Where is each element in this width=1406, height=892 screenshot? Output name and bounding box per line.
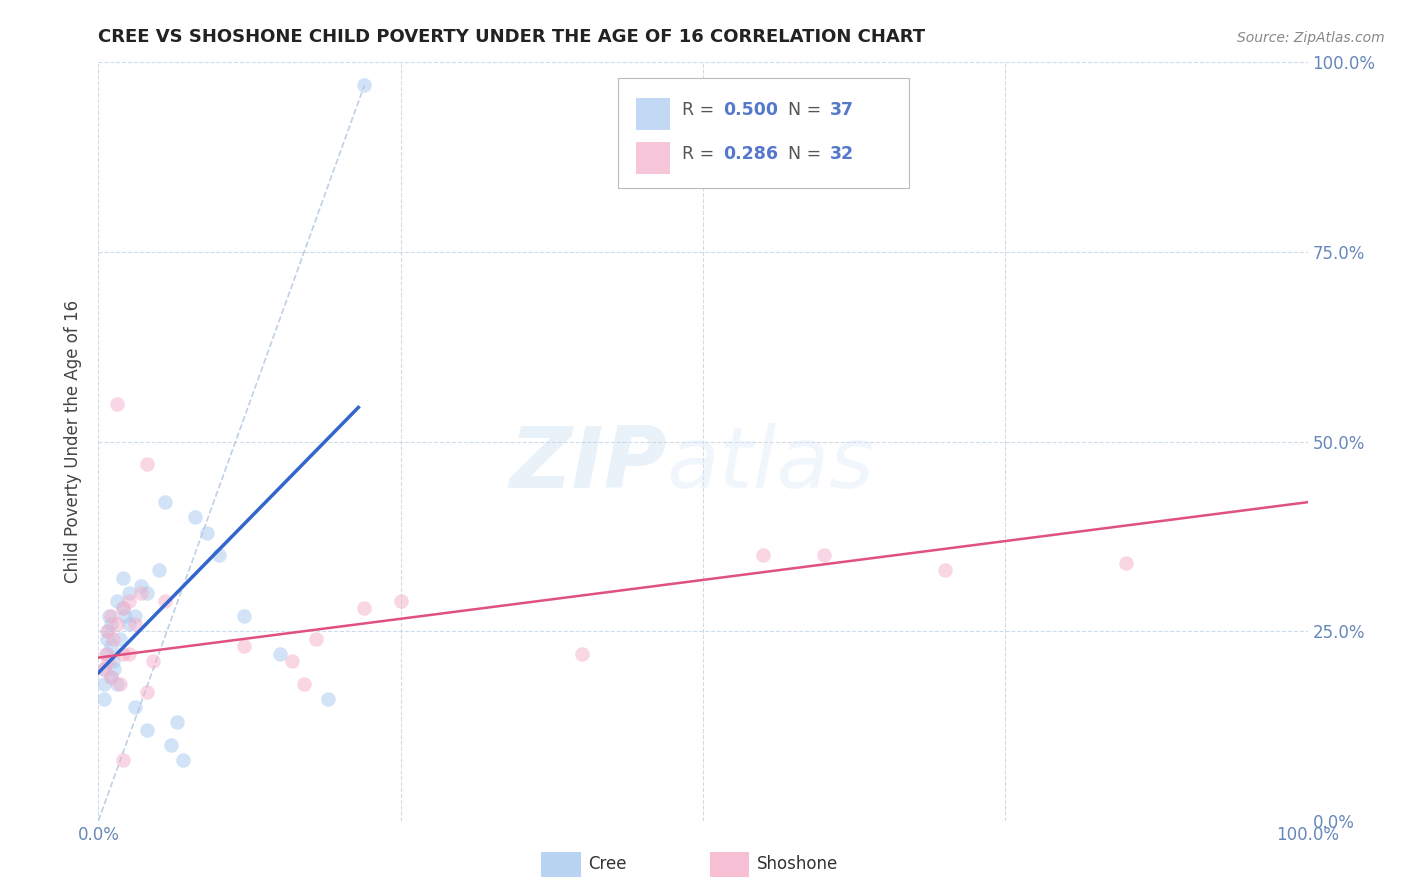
Point [96,624,118,639]
Point [232,608,254,623]
Point [142,655,165,669]
Point [184,510,207,524]
Point [135,723,157,737]
Point [111,571,134,585]
Text: N =: N = [787,145,827,163]
Point [97,655,120,669]
Point [353,78,375,92]
Point [1115,556,1137,570]
Point [114,608,136,623]
Point [195,525,218,540]
Point [98,608,121,623]
Point [135,458,157,472]
Point [353,601,375,615]
Text: ZIP: ZIP [509,423,666,506]
Point [96,632,118,646]
Point [100,669,122,683]
Point [111,647,134,661]
Bar [637,98,671,130]
Point [93,662,115,676]
Point [305,632,328,646]
FancyBboxPatch shape [619,78,908,187]
Text: atlas: atlas [666,423,875,506]
Point [118,586,141,600]
Point [934,564,956,578]
Point [172,753,194,767]
Text: 37: 37 [830,101,853,120]
Point [93,692,115,706]
Point [118,616,141,631]
Point [281,655,304,669]
Point [389,594,412,608]
Y-axis label: Child Poverty Under the Age of 16: Child Poverty Under the Age of 16 [65,300,83,583]
Text: R =: R = [682,101,720,120]
Point [100,669,122,683]
Point [101,632,124,646]
Text: R =: R = [682,145,720,163]
Point [108,677,131,691]
Point [111,601,134,615]
Point [129,586,152,600]
Point [93,662,115,676]
Point [118,594,141,608]
Point [100,639,122,653]
Point [160,738,183,752]
Point [96,647,118,661]
Point [153,495,176,509]
Point [124,616,146,631]
Point [94,647,117,661]
Bar [637,142,671,174]
Point [129,579,152,593]
Point [93,677,115,691]
Point [752,548,775,563]
Point [208,548,231,563]
Point [111,601,134,615]
Point [135,685,157,699]
Point [232,639,254,653]
Point [148,564,170,578]
Point [118,647,141,661]
Point [105,594,128,608]
Text: 32: 32 [830,145,853,163]
Point [166,715,188,730]
Point [269,647,291,661]
Point [100,608,122,623]
Point [97,624,120,639]
Point [105,677,128,691]
Point [135,586,157,600]
Text: Cree: Cree [588,855,626,873]
Point [292,677,315,691]
Text: 0.500: 0.500 [724,101,779,120]
Point [100,616,122,631]
Text: CREE VS SHOSHONE CHILD POVERTY UNDER THE AGE OF 16 CORRELATION CHART: CREE VS SHOSHONE CHILD POVERTY UNDER THE… [98,28,925,45]
Point [103,662,125,676]
Point [813,548,835,563]
Point [101,655,124,669]
Point [571,647,593,661]
Point [153,594,176,608]
Text: Shoshone: Shoshone [756,855,838,873]
Point [316,692,339,706]
Point [124,699,146,714]
Text: Source: ZipAtlas.com: Source: ZipAtlas.com [1237,31,1385,45]
Point [105,616,128,631]
Text: 0.286: 0.286 [724,145,779,163]
Point [111,753,134,767]
Point [108,632,131,646]
Point [124,608,146,623]
Text: N =: N = [787,101,827,120]
Point [105,396,128,410]
